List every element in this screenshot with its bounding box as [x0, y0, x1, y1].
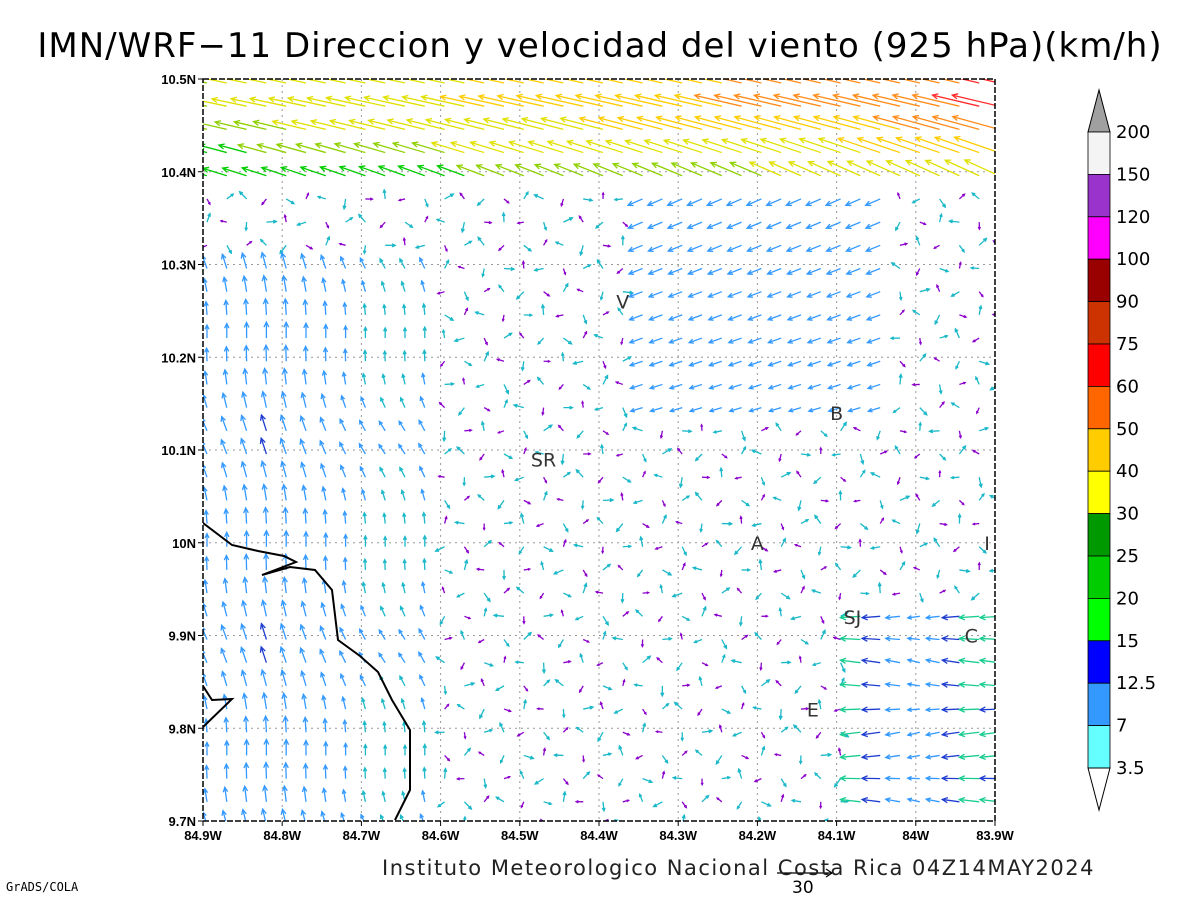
colorbar-label: 200 — [1116, 122, 1150, 143]
colorbar-label: 90 — [1116, 292, 1139, 313]
reference-vector — [777, 868, 834, 878]
x-tick-label: 84W — [902, 828, 929, 843]
colorbar-label: 150 — [1116, 164, 1150, 185]
place-label: SR — [531, 449, 556, 471]
software-label: GrADS/COLA — [6, 880, 79, 894]
colorbar-label: 25 — [1116, 546, 1139, 567]
x-axis-ticks: 84.9W 84.8W 84.7W 84.6W 84.5W 84.4W 84.3W 84.2W… — [184, 821, 1015, 843]
map-title: IMN/WRF−11 Direccion y velocidad del vie… — [37, 26, 1163, 66]
reference-vector-label: 30 — [792, 878, 814, 898]
y-tick-label: 10.1N — [161, 443, 196, 458]
colorbar-segment — [1087, 131, 1111, 175]
y-tick-label: 9.8N — [169, 721, 196, 736]
place-label: E — [807, 700, 819, 722]
colorbar-segment — [1087, 598, 1111, 642]
credit-text: Instituto Meteorologico Nacional Costa R… — [382, 856, 1095, 880]
colorbar-top-triangle — [1087, 88, 1111, 133]
colorbar-segment — [1087, 513, 1111, 557]
coastline — [203, 522, 411, 821]
colorbar-label: 7 — [1116, 716, 1127, 737]
wind-vectors — [203, 79, 995, 821]
x-tick-label: 84.8W — [263, 828, 301, 843]
colorbar-label: 75 — [1116, 334, 1139, 355]
colorbar-label: 12.5 — [1116, 673, 1156, 694]
colorbar-segment — [1087, 385, 1111, 430]
colorbar-bottom-triangle — [1087, 767, 1111, 812]
colorbar-segment — [1087, 555, 1111, 599]
x-tick-label: 84.6W — [422, 828, 460, 843]
x-tick-label: 84.5W — [501, 828, 539, 843]
y-tick-label: 10.3N — [161, 258, 196, 273]
colorbar-label: 100 — [1116, 249, 1150, 270]
colorbar-legend: 200 150 120 100 90 75 60 50 40 30 25 20 15 12.5 7 3.5 — [1087, 88, 1156, 812]
colorbar-segment — [1087, 173, 1111, 218]
colorbar-label: 50 — [1116, 419, 1139, 440]
x-tick-label: 84.2W — [739, 828, 777, 843]
x-tick-label: 83.9W — [976, 828, 1014, 843]
colorbar-segment — [1087, 428, 1111, 472]
colorbar-label: 60 — [1116, 376, 1139, 397]
colorbar-segment — [1087, 640, 1111, 684]
x-tick-label: 84.1W — [818, 828, 856, 843]
colorbar-label: 40 — [1116, 461, 1139, 482]
y-axis-ticks: 9.7N 9.8N 9.9N 10N 10.1N 10.2N 10.3N 10.4N 10.5N — [161, 72, 203, 829]
place-label: B — [830, 403, 843, 425]
y-tick-label: 10N — [172, 536, 196, 551]
place-label: SJ — [844, 607, 862, 629]
y-tick-label: 9.7N — [169, 814, 196, 829]
y-tick-label: 10.5N — [161, 72, 196, 87]
place-label: I — [984, 533, 990, 555]
colorbar-segment — [1087, 301, 1111, 345]
place-labels: V B SR A I SJ C E — [531, 292, 990, 722]
colorbar-segment — [1087, 258, 1111, 303]
colorbar-segment — [1087, 216, 1111, 260]
colorbar-segment — [1087, 470, 1111, 515]
place-label: V — [616, 292, 629, 314]
colorbar-label: 20 — [1116, 588, 1139, 609]
y-tick-label: 10.4N — [161, 165, 196, 180]
colorbar-segment — [1087, 343, 1111, 387]
x-tick-label: 84.9W — [184, 828, 222, 843]
colorbar-label: 3.5 — [1116, 758, 1145, 779]
y-tick-label: 9.9N — [169, 629, 196, 644]
place-label: A — [751, 533, 764, 555]
y-tick-label: 10.2N — [161, 350, 196, 365]
x-tick-label: 84.4W — [580, 828, 618, 843]
colorbar-segment — [1087, 682, 1111, 727]
colorbar-label: 30 — [1116, 504, 1139, 525]
colorbar-label: 15 — [1116, 631, 1139, 652]
colorbar-segment — [1087, 725, 1111, 769]
colorbar-label: 120 — [1116, 207, 1150, 228]
place-label: C — [965, 626, 978, 648]
x-tick-label: 84.7W — [343, 828, 381, 843]
x-tick-label: 84.3W — [659, 828, 697, 843]
